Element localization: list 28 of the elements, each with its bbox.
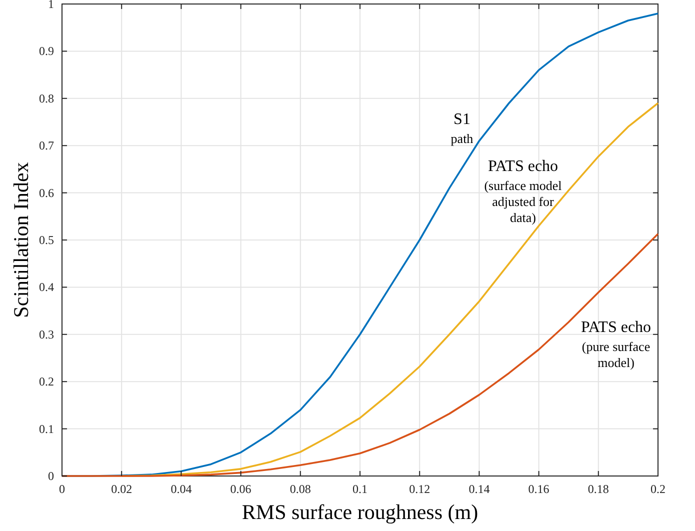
x-tick-label: 0.12 <box>409 482 430 496</box>
line-series <box>61 232 659 477</box>
x-tick-label: 0 <box>59 482 65 496</box>
x-tick-label: 0.14 <box>468 482 490 496</box>
y-tick-label: 0.7 <box>39 138 54 153</box>
x-tick-label: 0.08 <box>290 482 311 496</box>
y-tick-label: 0.2 <box>39 374 54 389</box>
x-tick-label: 0.04 <box>170 482 192 496</box>
y-tick-label: 0.6 <box>39 186 54 200</box>
x-tick-label: 0.16 <box>528 482 550 496</box>
y-tick-label: 1 <box>48 0 54 11</box>
y-tick-label: 0.1 <box>39 422 54 436</box>
y-tick-label: 0.9 <box>39 44 54 58</box>
x-axis-title: RMS surface roughness (m) <box>242 500 478 524</box>
x-tick-label: 0.06 <box>230 482 252 496</box>
annotation: S1 path <box>450 111 474 146</box>
y-tick-label: 0 <box>48 469 54 483</box>
x-tick-label: 0.02 <box>111 482 132 496</box>
y-tick-label: 0.4 <box>39 280 54 294</box>
x-tick-label: 0.1 <box>352 482 368 496</box>
y-tick-label: 0.3 <box>39 327 54 342</box>
x-tick-label: 0.2 <box>650 482 666 496</box>
annotation: PATS echo (pure surface model) <box>580 319 652 370</box>
annotation: PATS echo (surface model adjusted for data) <box>484 158 562 225</box>
x-tick-label: 0.18 <box>588 482 609 496</box>
y-tick-label: 0.8 <box>39 91 54 106</box>
y-axis-title: Scintillation Index <box>9 162 33 318</box>
y-tick-label: 0.5 <box>39 233 54 247</box>
